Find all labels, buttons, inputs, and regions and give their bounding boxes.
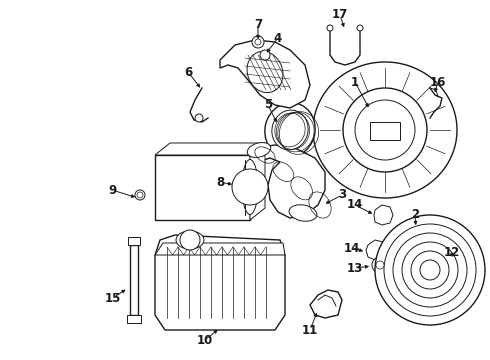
Circle shape [180,230,200,250]
Text: 14: 14 [347,198,363,211]
Polygon shape [155,235,285,330]
Circle shape [260,50,270,60]
Text: 7: 7 [254,18,262,31]
Polygon shape [374,205,393,225]
Circle shape [355,100,415,160]
Circle shape [137,192,143,198]
Text: 5: 5 [264,99,272,112]
Polygon shape [313,62,457,198]
Circle shape [327,25,333,31]
Text: 4: 4 [274,31,282,45]
Text: 12: 12 [444,246,460,258]
Polygon shape [310,290,342,318]
Circle shape [372,257,388,273]
Circle shape [135,190,145,200]
Text: 17: 17 [332,9,348,22]
Ellipse shape [242,159,258,215]
Circle shape [411,251,449,289]
Text: 1: 1 [351,76,359,89]
Polygon shape [240,145,325,218]
Circle shape [420,260,440,280]
Text: 13: 13 [347,261,363,274]
Bar [370,122,400,140]
Text: 6: 6 [184,66,192,78]
Circle shape [393,233,467,307]
Circle shape [255,39,261,45]
Polygon shape [155,155,250,220]
Polygon shape [130,245,138,315]
Polygon shape [366,240,386,260]
Text: 11: 11 [302,324,318,337]
Polygon shape [155,143,265,155]
Ellipse shape [265,103,315,157]
Text: 10: 10 [197,333,213,346]
Ellipse shape [272,110,308,150]
Circle shape [376,261,384,269]
Polygon shape [128,237,140,245]
Circle shape [252,36,264,48]
Polygon shape [127,315,141,323]
Text: 3: 3 [338,189,346,202]
Polygon shape [220,40,310,108]
Ellipse shape [247,143,271,157]
Circle shape [195,114,203,122]
Text: 15: 15 [105,292,121,305]
Circle shape [384,224,476,316]
Circle shape [232,169,268,205]
Ellipse shape [289,205,317,221]
Circle shape [343,88,427,172]
Circle shape [357,25,363,31]
Circle shape [375,215,485,325]
Text: 14: 14 [344,242,360,255]
Text: 16: 16 [430,76,446,89]
Text: 9: 9 [108,184,116,197]
Text: 8: 8 [216,175,224,189]
Polygon shape [155,243,285,255]
Text: 2: 2 [411,208,419,221]
Polygon shape [250,143,265,220]
Ellipse shape [247,51,283,93]
Ellipse shape [176,231,204,249]
Circle shape [402,242,458,298]
